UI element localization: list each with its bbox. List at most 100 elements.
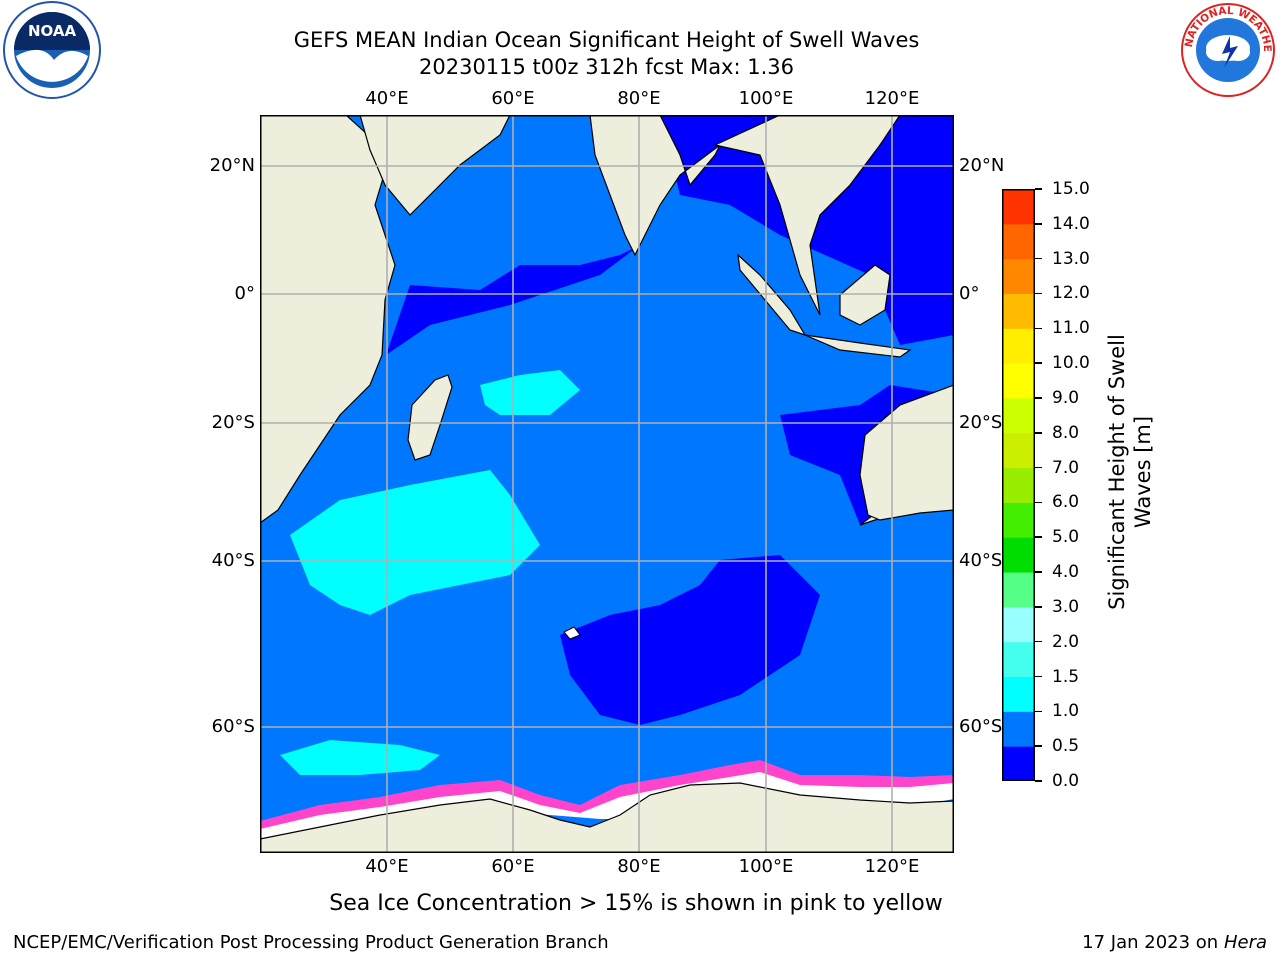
land-madagascar — [407, 374, 453, 461]
colorbar-tick-label: 6.0 — [1052, 492, 1080, 513]
land-se-asia — [713, 115, 901, 316]
ocean-mid-west — [290, 470, 540, 615]
svg-text:NOAA: NOAA — [28, 22, 77, 40]
colorbar-tick-label: 8.0 — [1052, 422, 1080, 443]
lat-label-left-40s: 40°S — [211, 550, 255, 571]
colorbar-segment — [1002, 328, 1035, 364]
map-panel — [260, 115, 954, 853]
colorbar-tick-label: 10.0 — [1052, 353, 1090, 374]
land-borneo — [839, 264, 891, 326]
colorbar-tick — [1035, 466, 1042, 469]
colorbar-segment — [1002, 467, 1035, 503]
colorbar-tick-label: 11.0 — [1052, 318, 1090, 339]
lon-label-bottom-60e: 60°E — [491, 856, 535, 877]
colorbar-tick-label: 1.5 — [1052, 666, 1080, 687]
lon-label-bottom-100e: 100°E — [738, 856, 794, 877]
footer-date: 17 Jan 2023 on Hera — [1082, 932, 1267, 954]
land-kerguelen — [563, 626, 581, 640]
colorbar-segment — [1002, 606, 1035, 643]
land-sumatra — [737, 253, 807, 337]
colorbar-tick — [1035, 432, 1042, 434]
footer-system: Hera — [1223, 932, 1267, 953]
graticule — [260, 115, 954, 853]
map-subtitle: 20230115 t00z 312h fcst Max: 1.36 — [419, 55, 794, 79]
colorbar-tick-label: 0.0 — [1052, 771, 1080, 791]
sea-ice-note: Sea Ice Concentration > 15% is shown in … — [329, 891, 943, 916]
colorbar-segment — [1002, 641, 1035, 678]
lon-label-top-120e: 120°E — [864, 88, 920, 109]
colorbar-tick — [1035, 362, 1042, 364]
colorbar — [1002, 189, 1035, 781]
colorbar-tick — [1035, 571, 1042, 573]
colorbar-tick — [1035, 606, 1042, 608]
colorbar-segment — [1002, 676, 1035, 712]
colorbar-segment — [1002, 711, 1035, 747]
lat-label-right-20n: 20°N — [959, 155, 1005, 176]
colorbar-segment — [1002, 293, 1035, 329]
colorbar-segment — [1002, 572, 1035, 608]
colorbar-segment — [1002, 223, 1035, 260]
map-frame — [260, 115, 954, 853]
colorbar-tick-label: 14.0 — [1052, 213, 1090, 234]
colorbar-tick — [1035, 188, 1042, 190]
colorbar-frame — [1002, 189, 1035, 781]
colorbar-segment — [1002, 502, 1035, 538]
lon-label-bottom-120e: 120°E — [864, 856, 920, 877]
land-australia-west — [859, 384, 954, 521]
sea-ice-core — [260, 772, 954, 843]
colorbar-tick — [1035, 745, 1042, 747]
colorbar-tick-label: 1.0 — [1052, 701, 1080, 722]
noaa-logo: NOAA — [2, 0, 102, 100]
colorbar-segment — [1002, 432, 1035, 469]
colorbar-tick — [1035, 327, 1042, 330]
colorbar-tick — [1035, 223, 1042, 225]
colorbar-title-line2: Waves [m] — [1131, 415, 1155, 529]
colorbar-tick — [1035, 501, 1042, 504]
colorbar-tick — [1035, 257, 1042, 260]
footer-date-text: 17 Jan 2023 on — [1082, 932, 1224, 953]
colorbar-title-line1: Significant Height of Swell — [1105, 334, 1129, 610]
lat-label-left-60s: 60°S — [211, 716, 255, 737]
lat-label-right-60s: 60°S — [959, 716, 1003, 737]
lon-label-top-60e: 60°E — [491, 88, 535, 109]
colorbar-tick-label: 13.0 — [1052, 248, 1090, 269]
colorbar-segment — [1002, 258, 1035, 294]
colorbar-tick-label: 3.0 — [1052, 596, 1080, 617]
land-india — [589, 115, 721, 257]
colorbar-tick — [1035, 292, 1042, 295]
colorbar-tick — [1035, 780, 1042, 782]
colorbar-segment — [1002, 189, 1035, 225]
nws-logo: NATIONAL WEATHER SERVICE — [1180, 2, 1276, 98]
ocean-mid-south — [280, 740, 440, 775]
lon-label-top-100e: 100°E — [738, 88, 794, 109]
colorbar-segment — [1002, 397, 1035, 434]
lon-label-bottom-40e: 40°E — [365, 856, 409, 877]
colorbar-tick — [1035, 640, 1042, 643]
ocean-mid-north — [480, 370, 580, 415]
colorbar-segment — [1002, 537, 1035, 573]
lon-label-top-40e: 40°E — [365, 88, 409, 109]
land-antarctica — [260, 782, 954, 853]
colorbar-tick-label: 2.0 — [1052, 631, 1080, 652]
colorbar-segment — [1002, 746, 1035, 781]
footer-credit: NCEP/EMC/Verification Post Processing Pr… — [13, 932, 609, 953]
colorbar-segment — [1002, 363, 1035, 399]
map-canvas — [260, 115, 954, 853]
colorbar-tick-label: 7.0 — [1052, 457, 1080, 478]
lon-label-top-80e: 80°E — [617, 88, 661, 109]
colorbar-tick-label: 5.0 — [1052, 527, 1080, 548]
map-title: GEFS MEAN Indian Ocean Significant Heigh… — [293, 28, 920, 52]
lat-label-left-0: 0° — [234, 283, 255, 304]
land-arabia — [359, 115, 511, 216]
colorbar-tick — [1035, 397, 1042, 399]
colorbar-tick-label: 15.0 — [1052, 179, 1090, 199]
lat-label-right-0: 0° — [959, 283, 980, 304]
lat-label-right-40s: 40°S — [959, 550, 1003, 571]
colorbar-tick-label: 4.0 — [1052, 562, 1080, 583]
land-java — [804, 334, 912, 358]
lat-label-left-20s: 20°S — [211, 412, 255, 433]
ocean-low-south — [560, 555, 820, 725]
colorbar-tick — [1035, 710, 1042, 713]
lat-label-left-20n: 20°N — [209, 155, 255, 176]
lon-label-bottom-80e: 80°E — [617, 856, 661, 877]
